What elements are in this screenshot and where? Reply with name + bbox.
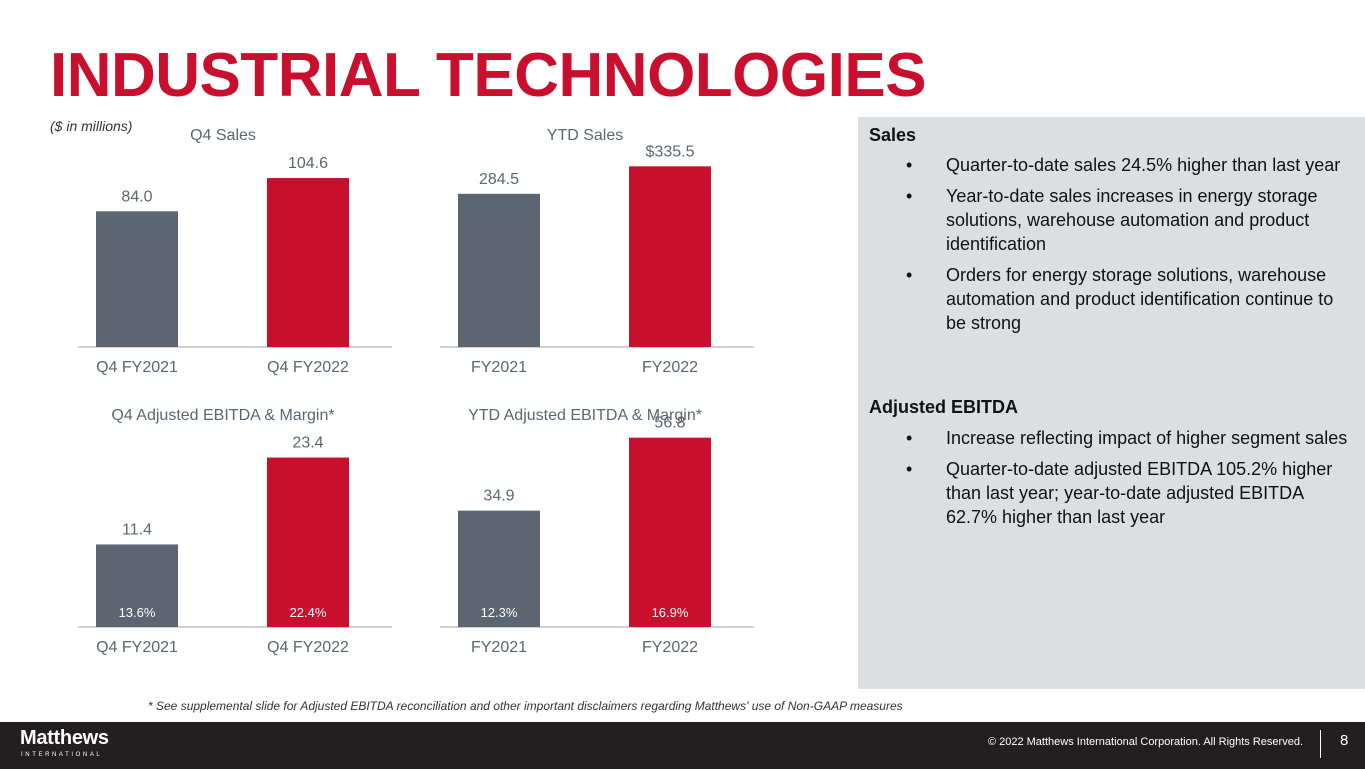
commentary-panel: Sales • Quarter-to-date sales 24.5% highe… — [858, 117, 1365, 689]
bullet-item: • Orders for energy storage solutions, wa… — [906, 265, 1334, 333]
bullet-item: • Increase reflecting impact of higher se… — [906, 428, 1348, 448]
bar-fy2021 — [458, 510, 540, 627]
chart-ytd-sales: YTD Sales 284.5 FY2021 $335.5 FY2022 — [440, 118, 760, 386]
bar-q4-fy2022 — [267, 457, 349, 627]
margin-label: 16.9% — [652, 605, 689, 620]
category-label: Q4 FY2021 — [96, 639, 178, 656]
bullet-icon: • — [906, 186, 913, 206]
value-label: 84.0 — [121, 188, 152, 205]
page-title: INDUSTRIAL TECHNOLOGIES — [50, 41, 927, 110]
bar-fy2022 — [629, 437, 711, 627]
category-label: Q4 FY2021 — [96, 359, 178, 376]
category-label: FY2021 — [471, 639, 527, 656]
bar-fy2022 — [629, 166, 711, 347]
chart-ytd-adjusted-ebitda: YTD Adjusted EBITDA & Margin* 34.9 FY2021 1… — [440, 398, 760, 666]
bar-q4-fy2021 — [96, 544, 178, 627]
value-label: 284.5 — [479, 171, 519, 188]
value-label: 34.9 — [483, 488, 514, 505]
copyright: © 2022 Matthews International Corporatio… — [987, 736, 1303, 748]
chart-svg: YTD Adjusted EBITDA & Margin* 34.9 FY2021 1… — [440, 407, 754, 656]
bar-q4-fy2022 — [267, 178, 349, 347]
bullet-item: • Quarter-to-date sales 24.5% higher than… — [906, 155, 1341, 175]
chart-q4-sales: Q4 Sales 84.0 Q4 FY2021 104.6 Q4 FY2022 — [78, 118, 398, 386]
bullet-icon: • — [906, 459, 913, 479]
chart-q4-adjusted-ebitda: Q4 Adjusted EBITDA & Margin* 11.4 Q4 FY202… — [78, 398, 398, 666]
bullet-icon: • — [906, 155, 913, 175]
value-label: $335.5 — [646, 143, 695, 160]
ebitda-bullets: • Increase reflecting impact of higher se… — [858, 426, 1365, 536]
category-label: FY2021 — [471, 359, 527, 376]
footnote: * See supplemental slide for Adjusted EB… — [148, 699, 903, 713]
chart-title: Q4 Sales — [190, 127, 256, 144]
bullet-icon: • — [906, 428, 913, 448]
bar-q4-fy2021 — [96, 211, 178, 347]
margin-label: 22.4% — [290, 605, 327, 620]
matthews-logo-sub: INTERNATIONAL — [21, 752, 103, 758]
chart-title: YTD Sales — [547, 127, 623, 144]
category-label: FY2022 — [642, 639, 698, 656]
divider — [1320, 730, 1321, 758]
chart-svg: Q4 Sales 84.0 Q4 FY2021 104.6 Q4 FY2022 — [78, 127, 392, 376]
margin-label: 13.6% — [119, 605, 156, 620]
bullet-icon: • — [906, 265, 913, 285]
margin-label: 12.3% — [481, 605, 518, 620]
sales-bullets: • Quarter-to-date sales 24.5% higher than… — [858, 153, 1365, 342]
value-label: 11.4 — [122, 521, 152, 538]
chart-title: Q4 Adjusted EBITDA & Margin* — [111, 407, 334, 424]
category-label: FY2022 — [642, 359, 698, 376]
units-note: ($ in millions) — [50, 118, 133, 134]
chart-svg: YTD Sales 284.5 FY2021 $335.5 FY2022 — [440, 127, 754, 376]
value-label: 104.6 — [288, 155, 328, 172]
chart-svg: Q4 Adjusted EBITDA & Margin* 11.4 Q4 FY202… — [78, 407, 392, 656]
value-label: 56.8 — [654, 415, 685, 432]
footer-bar: Matthews INTERNATIONAL © 2022 Matthews I… — [0, 722, 1365, 769]
matthews-logo: Matthews — [20, 727, 109, 749]
ebitda-heading: Adjusted EBITDA — [869, 397, 1019, 417]
category-label: Q4 FY2022 — [267, 639, 349, 656]
chart-title: YTD Adjusted EBITDA & Margin* — [468, 407, 702, 424]
bullet-item: • Year-to-date sales increases in energy … — [906, 186, 1318, 254]
value-label: 23.4 — [292, 435, 323, 452]
bullet-item: • Quarter-to-date adjusted EBITDA 105.2% … — [906, 459, 1333, 527]
bar-fy2021 — [458, 193, 540, 347]
page-number: 8 — [1340, 732, 1349, 749]
category-label: Q4 FY2022 — [267, 359, 349, 376]
sales-heading: Sales — [869, 125, 917, 145]
